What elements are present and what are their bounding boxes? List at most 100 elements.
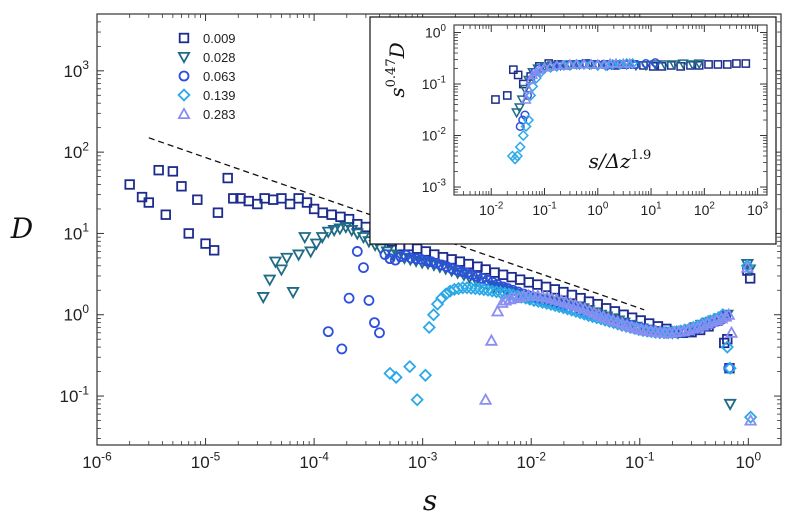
main-point (503, 292, 517, 305)
inset-point (713, 60, 723, 69)
main-point (476, 272, 488, 284)
inset-x-axis-label-exp: 1.9 (631, 148, 652, 163)
legend: 0.009 0.028 0.063 0.139 0.283 (177, 31, 236, 122)
main-point (222, 172, 233, 184)
main-point (540, 281, 552, 293)
main-point (435, 291, 449, 305)
main-point (274, 264, 289, 277)
main-y-tick-base: 10 (60, 387, 79, 406)
main-point (298, 232, 312, 245)
main-point (286, 287, 300, 300)
main-point (446, 263, 458, 274)
main-point (208, 245, 220, 256)
inset-point (491, 95, 500, 104)
inset-point (508, 65, 518, 75)
main-x-tick-label: 10-3 (408, 449, 438, 472)
main-point (460, 281, 474, 295)
legend-label: 0.009 (203, 31, 236, 46)
inset-point (522, 114, 535, 126)
main-x-tick-label: 10-2 (516, 449, 546, 472)
legend-marker (178, 32, 190, 44)
inset-x-tick-label: 10-1 (532, 201, 556, 218)
inset-x-tick-label: 102 (694, 201, 715, 218)
inset-y-tick-base: 10 (425, 24, 441, 40)
main-point (345, 225, 359, 238)
inset-point (607, 58, 619, 71)
inset-x-tick-base: 10 (747, 202, 763, 218)
main-point (456, 266, 468, 277)
inset-point (570, 58, 583, 69)
inset-series-0.283 (520, 57, 636, 104)
main-point (456, 281, 470, 295)
inset-point (649, 60, 661, 71)
main-x-tick-label: 100 (736, 449, 762, 472)
main-point (497, 281, 509, 293)
inset-y-tick-base: 10 (422, 76, 438, 92)
main-point (425, 256, 437, 268)
main-point (333, 223, 347, 236)
inset-point (513, 70, 523, 80)
main-point (374, 327, 385, 339)
main-point (481, 283, 495, 297)
main-point (464, 281, 478, 295)
inset-background (369, 16, 777, 245)
inset-point (530, 72, 542, 84)
inset-point (668, 60, 680, 71)
main-point (695, 318, 710, 331)
inset-point (530, 66, 542, 77)
inset-point (585, 58, 597, 71)
inset-plot-frame (453, 24, 768, 196)
inset-series-0.139 (506, 57, 639, 165)
inset-point (514, 141, 526, 153)
inset-point (538, 61, 551, 72)
main-point (327, 225, 341, 238)
inset-point (525, 89, 537, 102)
main-point (124, 179, 135, 190)
main-point (350, 228, 364, 241)
inset-point (592, 59, 604, 71)
inset-point (516, 95, 528, 106)
inset-series-marks (491, 57, 751, 165)
inset-point (585, 58, 597, 69)
main-y-tick-label: 10-1 (60, 383, 90, 406)
main-point (420, 255, 432, 267)
main-y-tick-label: 102 (63, 139, 89, 162)
inset-point (511, 150, 523, 162)
main-x-tick-base: 10 (625, 453, 644, 472)
main-point (192, 194, 203, 205)
inset-point (522, 83, 535, 94)
main-point (389, 370, 403, 384)
legend-label: 0.063 (203, 69, 236, 84)
main-point (143, 197, 154, 208)
inset-point (598, 58, 610, 69)
main-point (498, 286, 512, 300)
main-point (441, 261, 453, 273)
legend-label: 0.139 (203, 88, 236, 103)
inset-point (641, 59, 651, 69)
inset-x-tick-label: 10-2 (479, 201, 503, 218)
main-y-tick-base: 10 (63, 62, 82, 81)
main-point (422, 320, 436, 334)
inset-y-tick-exp: -3 (437, 178, 446, 189)
inset-y-axis-label-prefix: s (385, 87, 409, 97)
inset-x-tick-base: 10 (641, 202, 657, 218)
inset-point (741, 59, 751, 68)
main-point (471, 271, 483, 282)
main-point (252, 198, 263, 210)
main-x-tick-base: 10 (408, 453, 427, 472)
inset-x-tick-base: 10 (587, 202, 603, 218)
main-point (411, 243, 423, 254)
main-point (228, 193, 239, 204)
inset-point (693, 59, 705, 70)
main-point (497, 269, 509, 280)
inset-point (677, 59, 689, 70)
main-point (352, 218, 363, 230)
main-point (489, 285, 504, 299)
main-point (691, 320, 705, 333)
main-point (176, 181, 187, 192)
inset-x-tick-base: 10 (532, 202, 548, 218)
inset-point (517, 129, 529, 142)
main-point (498, 293, 513, 306)
main-point (276, 193, 287, 204)
